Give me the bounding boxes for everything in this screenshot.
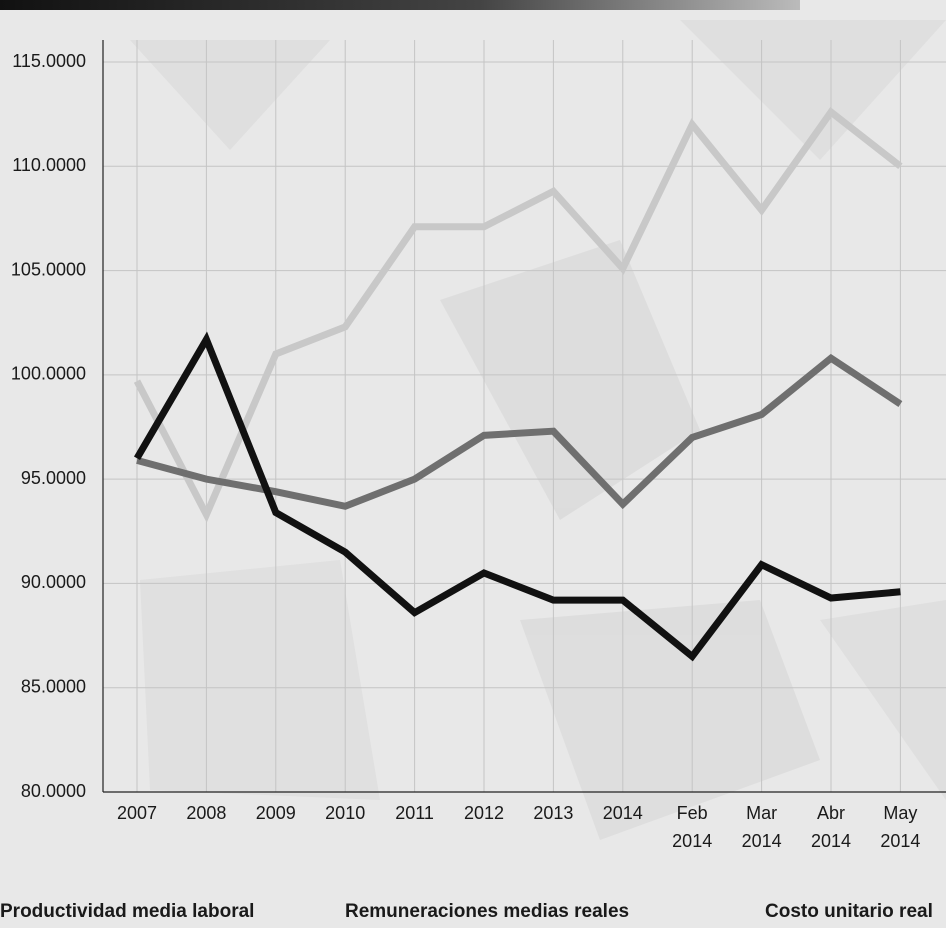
y-tick-label: 105.0000 [11,259,86,279]
x-tick-label: May 2014 [880,803,920,851]
series-line [133,107,903,523]
x-tick-label-line: 2014 [880,831,920,851]
x-tick-label: 2011 [395,803,434,823]
x-tick-label-line: May [883,803,917,823]
y-tick-label: 100.0000 [11,364,86,384]
legend-label: Remuneraciones medias reales [345,901,629,922]
y-tick-label: 80.0000 [21,781,86,801]
x-tick-label: 2009 [256,803,296,823]
legend-label: Productividad media laboral [0,901,254,922]
y-tick-label: 85.0000 [21,676,86,696]
x-tick-label-line: 2014 [672,831,712,851]
series [133,107,903,662]
x-tick-label: 2007 [117,803,157,823]
x-tick-label: 2014 [603,803,643,823]
x-tick-label: 2012 [464,803,504,823]
x-tick-label: 2013 [533,803,573,823]
x-tick-label: Abr 2014 [811,803,851,851]
top-bar [0,0,800,10]
y-tick-label: 115.0000 [12,51,86,71]
x-tick-label: 2008 [186,803,226,823]
y-tick-label: 110.0000 [12,155,86,175]
x-tick-label-line: 2014 [742,831,782,851]
x-tick-label-line: Mar [746,803,777,823]
legend-label: Costo unitario real [765,901,933,922]
background-shapes [130,20,946,840]
x-tick-label: 2010 [325,803,365,823]
x-tick-label: Feb 2014 [672,803,712,851]
x-tick-label-line: 2014 [811,831,851,851]
labels: 80.0000 85.0000 90.0000 95.0000 100.0000 105.… [0,51,933,922]
y-tick-label: 90.0000 [21,572,86,592]
y-tick-label: 95.0000 [21,468,86,488]
x-tick-label: Mar 2014 [742,803,782,851]
x-tick-label-line: Feb [677,803,708,823]
series-line [133,331,901,662]
x-tick-label-line: Abr [817,803,845,823]
